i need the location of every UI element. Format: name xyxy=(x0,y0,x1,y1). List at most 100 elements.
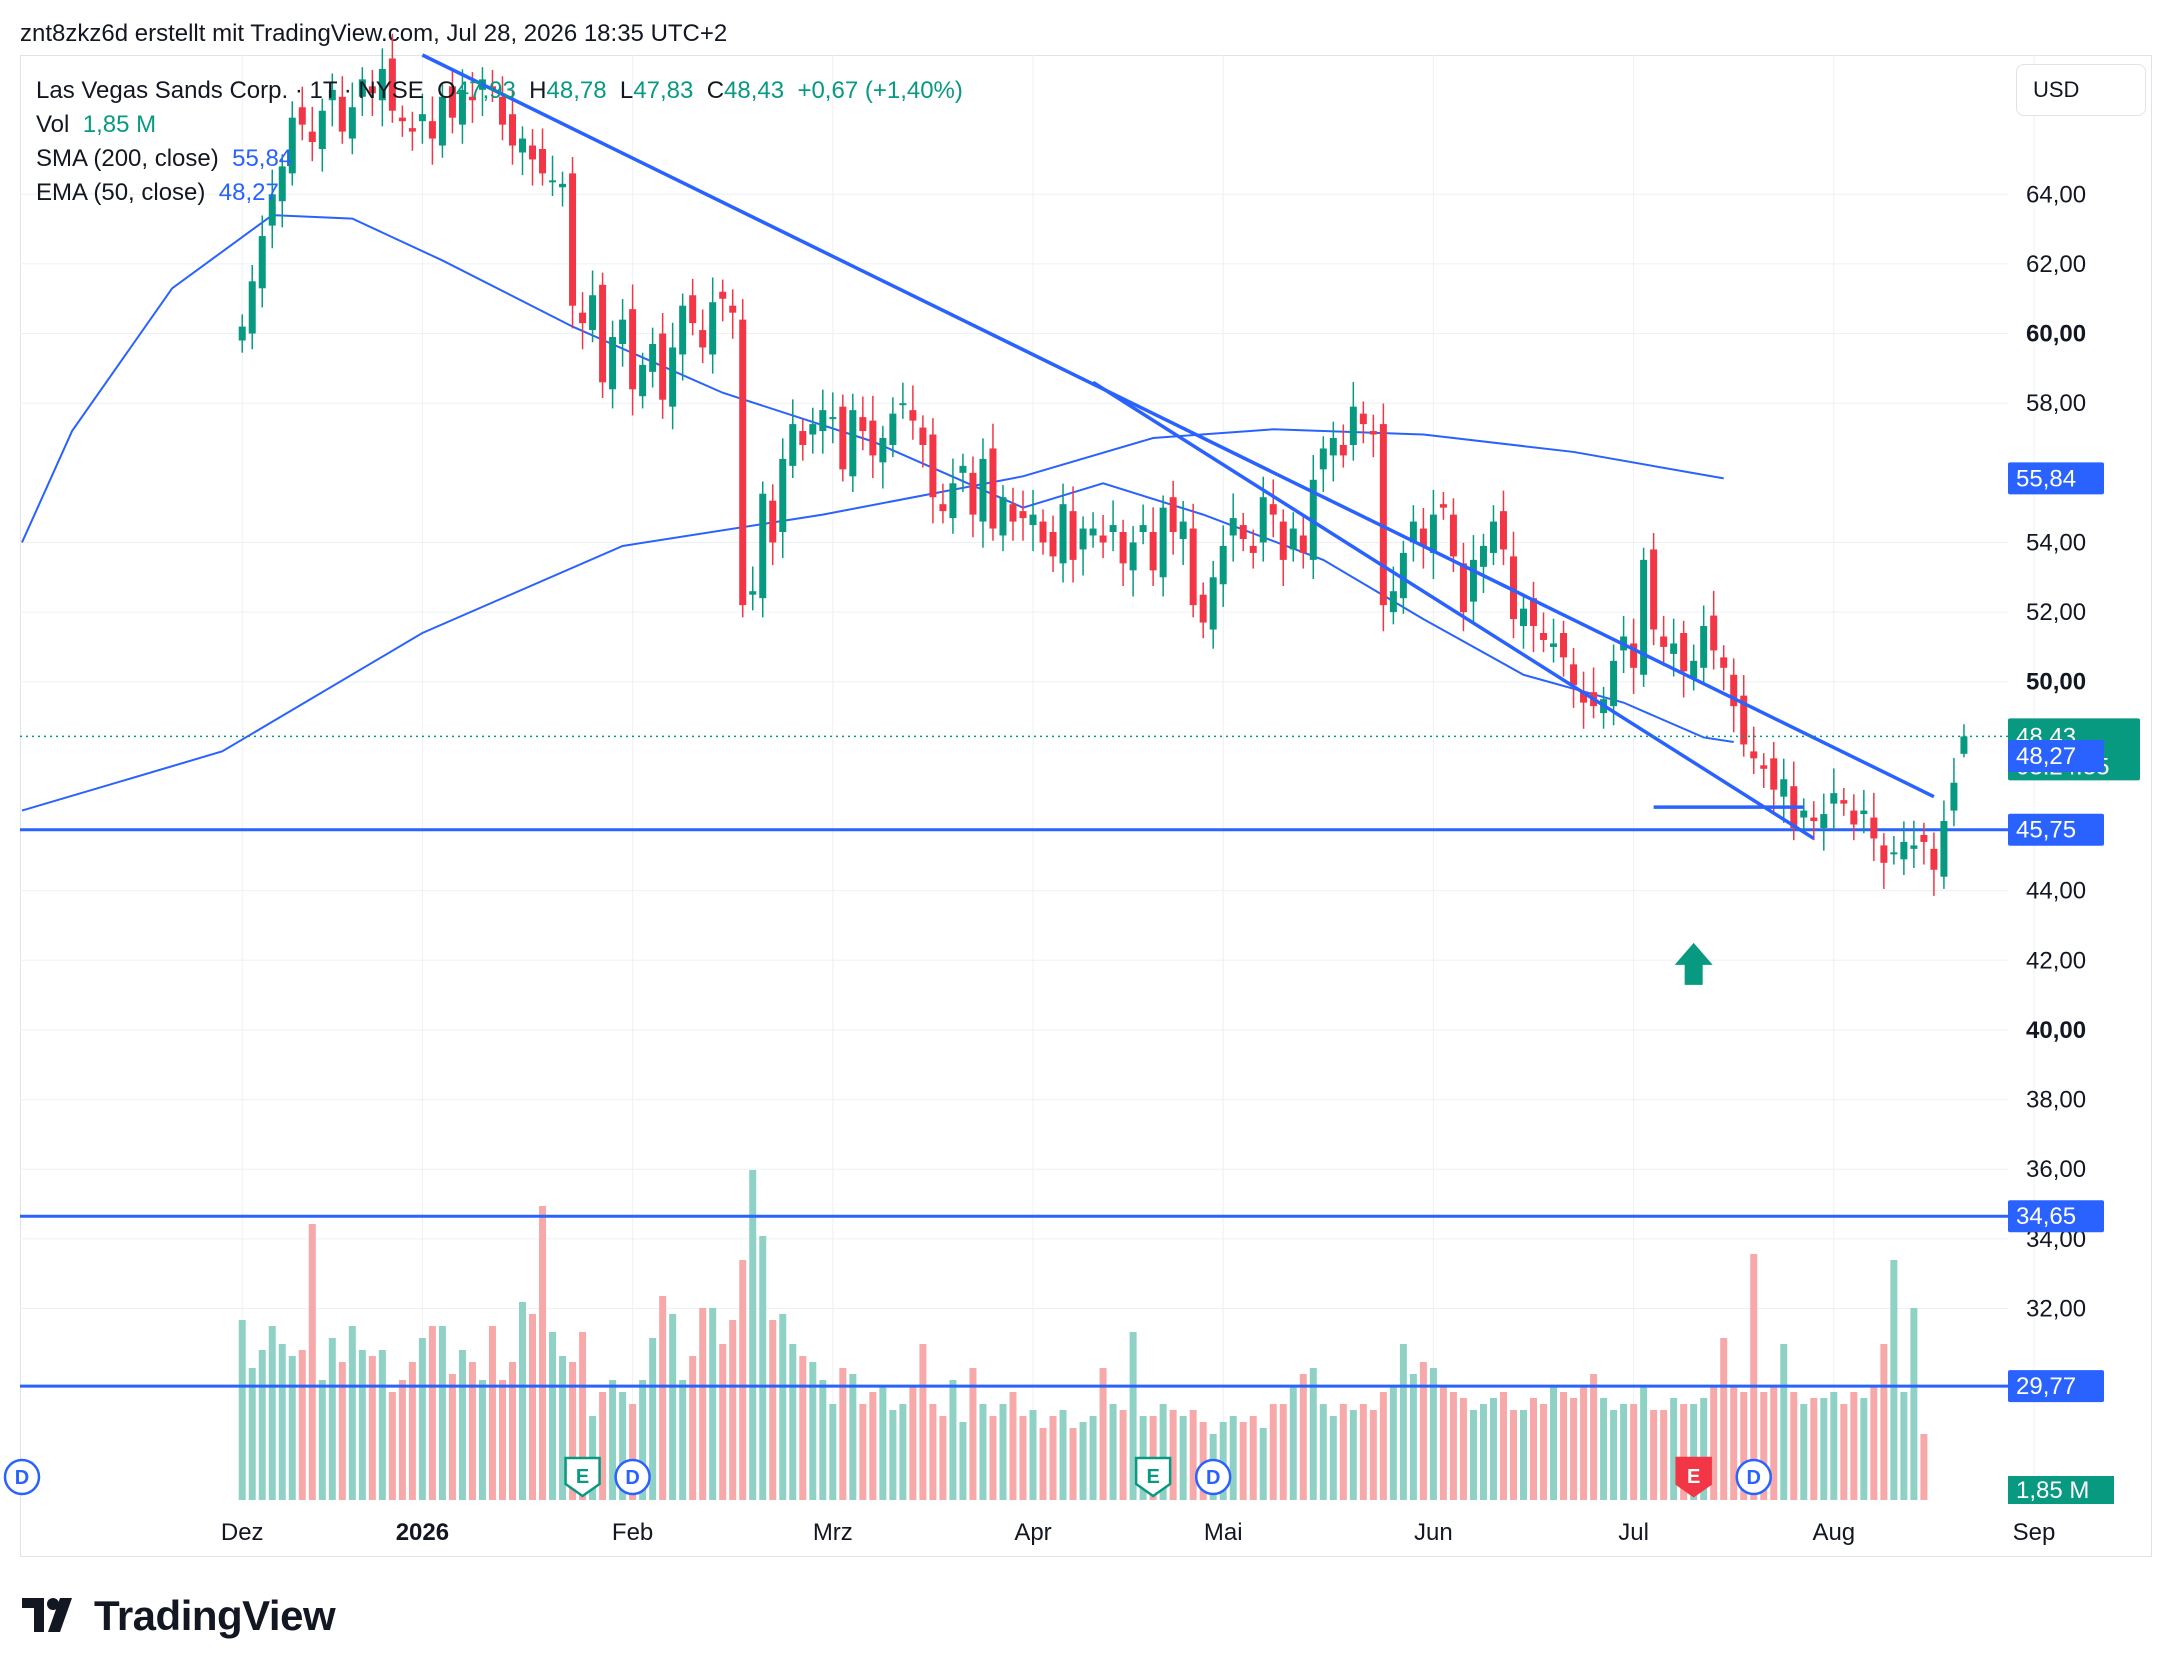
candle-body xyxy=(1189,528,1197,606)
legend-l-label: L xyxy=(619,77,634,104)
earnings-letter: E xyxy=(576,1466,589,1488)
volume-bar xyxy=(408,1362,416,1500)
price-chart[interactable]: D E D E D E D 64,00 62,00 60,00 58,00 54,00 52,00 50… xyxy=(0,0,2172,1590)
volume-bar xyxy=(1179,1416,1187,1500)
volume-bar xyxy=(1019,1416,1027,1500)
legend-sma-label: SMA (200, close) xyxy=(36,145,219,172)
volume-bar xyxy=(448,1374,456,1500)
volume-bar xyxy=(348,1326,356,1500)
x-tick-label: Mai xyxy=(1204,1519,1243,1546)
volume-bar xyxy=(1650,1410,1658,1500)
candle-body xyxy=(1019,511,1027,519)
currency-button[interactable]: USD xyxy=(2016,64,2146,116)
candle-body xyxy=(859,417,867,432)
candle-body xyxy=(358,79,366,97)
candle-body xyxy=(1530,598,1538,627)
volume-bar xyxy=(639,1380,647,1500)
candle-body xyxy=(498,96,506,125)
candle-body xyxy=(939,504,947,512)
candle-body xyxy=(428,121,436,139)
legend-close: 48,43 xyxy=(724,77,785,104)
candle-body xyxy=(1700,626,1708,668)
volume-bar xyxy=(559,1356,567,1500)
tradingview-logo[interactable]: TradingView xyxy=(22,1592,336,1640)
candle-body xyxy=(1149,532,1157,571)
dividend-letter: D xyxy=(1206,1467,1220,1489)
volume-bar xyxy=(1079,1422,1087,1500)
candle-body xyxy=(879,438,887,463)
candle-body xyxy=(458,89,466,125)
volume-bar xyxy=(428,1326,436,1500)
volume-bar xyxy=(1039,1428,1047,1500)
volume-bar xyxy=(1219,1422,1227,1500)
candle-body xyxy=(649,344,657,372)
candle-body xyxy=(1129,542,1137,571)
volume-bar xyxy=(1530,1398,1538,1500)
volume-bar xyxy=(1690,1404,1698,1500)
y-tick-label: 50,00 xyxy=(2026,669,2086,696)
volume-bar xyxy=(1720,1338,1728,1500)
dividend-letter: D xyxy=(15,1467,29,1489)
legend: Las Vegas Sands Corp. · 1T · NYSE O47,93… xyxy=(36,74,963,210)
y-tick-label: 58,00 xyxy=(2026,390,2086,417)
volume-bar xyxy=(358,1350,366,1500)
candle-body xyxy=(1159,507,1167,578)
candle-body xyxy=(599,284,607,383)
volume-bar xyxy=(729,1320,737,1500)
volume-bar xyxy=(919,1344,927,1500)
volume-bar xyxy=(268,1326,276,1500)
candle-body xyxy=(318,110,326,150)
volume-bar xyxy=(1069,1428,1077,1500)
candle-body xyxy=(1029,514,1037,526)
candle-body xyxy=(1289,528,1297,550)
hline-badge-text: 34,65 xyxy=(2016,1203,2076,1230)
candle-body xyxy=(1339,444,1347,456)
volume-bar xyxy=(759,1236,767,1500)
candle-body xyxy=(639,364,647,397)
volume-bar xyxy=(1109,1404,1117,1500)
candle-body xyxy=(659,333,667,400)
candle-body xyxy=(348,107,356,139)
candle-body xyxy=(809,424,817,435)
candle-body xyxy=(999,497,1007,536)
volume-bar xyxy=(1910,1308,1918,1500)
volume-bar xyxy=(1710,1386,1718,1500)
volume-bar xyxy=(1880,1344,1888,1500)
volume-bar xyxy=(1920,1434,1928,1500)
volume-bar xyxy=(959,1422,967,1500)
candle-body xyxy=(1479,545,1487,567)
volume-bar xyxy=(1550,1386,1558,1500)
y-tick-label: 40,00 xyxy=(2026,1017,2086,1044)
earnings-icon xyxy=(1134,1456,1172,1498)
legend-volume-row[interactable]: Vol 1,85 M xyxy=(36,108,963,142)
volume-bar xyxy=(1540,1404,1548,1500)
volume-bar xyxy=(939,1416,947,1500)
legend-sma-row[interactable]: SMA (200, close) 55,84 xyxy=(36,142,963,176)
legend-symbol[interactable]: Las Vegas Sands Corp. · 1T · NYSE xyxy=(36,77,424,104)
volume-bar xyxy=(1830,1392,1838,1500)
candle-body xyxy=(1109,525,1117,533)
volume-bar xyxy=(609,1380,617,1500)
candle-body xyxy=(919,427,927,445)
candle-body xyxy=(1880,845,1888,863)
volume-bar xyxy=(1169,1410,1177,1500)
candle-body xyxy=(1730,674,1738,707)
candle-body xyxy=(1570,664,1578,686)
x-tick-label: Mrz xyxy=(813,1519,853,1546)
y-tick-label: 52,00 xyxy=(2026,599,2086,626)
x-tick-label: 2026 xyxy=(396,1519,449,1546)
legend-ema-row[interactable]: EMA (50, close) 48,27 xyxy=(36,176,963,210)
candle-body xyxy=(1279,521,1287,560)
candle-body xyxy=(669,347,677,407)
volume-bar xyxy=(1800,1404,1808,1500)
volume-bar xyxy=(1089,1416,1097,1500)
volume-bar xyxy=(1469,1410,1477,1500)
chart-frame[interactable] xyxy=(20,55,2152,1557)
candle-body xyxy=(899,403,907,406)
volume-bar xyxy=(1399,1344,1407,1500)
hline-badge-text: 45,75 xyxy=(2016,817,2076,844)
candle-body xyxy=(1560,633,1568,658)
volume-bar xyxy=(979,1404,987,1500)
y-tick-label: 64,00 xyxy=(2026,181,2086,208)
